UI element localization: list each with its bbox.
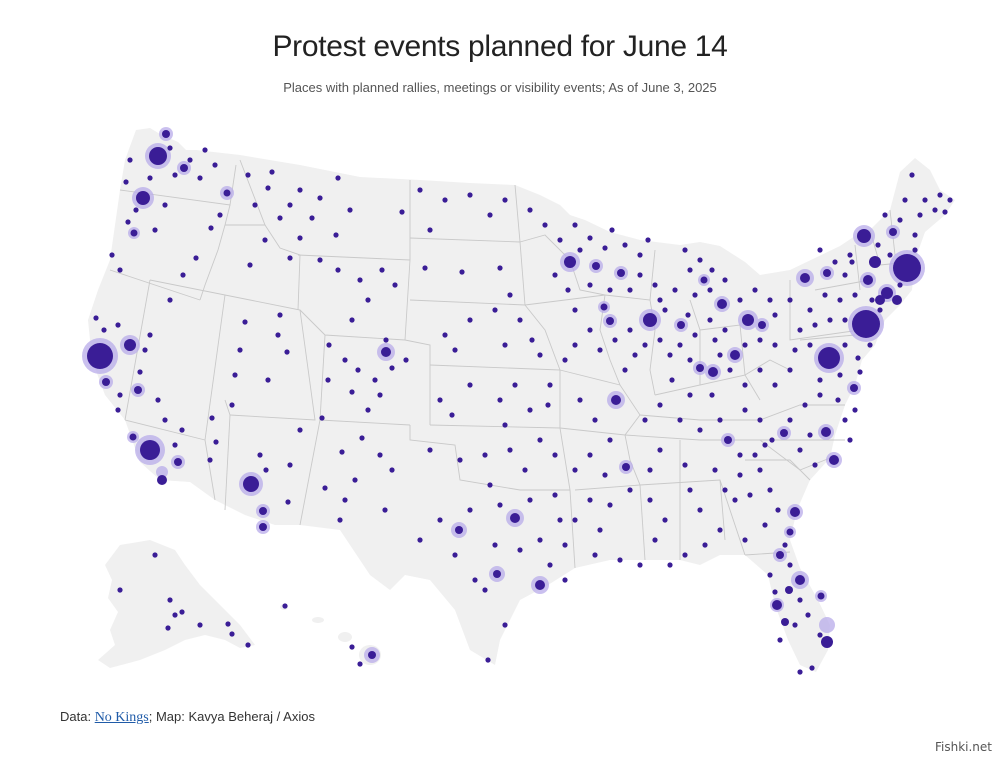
state-borders [109,159,911,569]
land-shapes [88,128,955,672]
credits-map-text: ; Map: Kavya Beheraj / Axios [148,709,315,724]
credits-data-prefix: Data: [60,709,95,724]
source-link[interactable]: No Kings [94,710,149,725]
hawaii-island-2 [312,617,324,623]
event-markers [82,127,953,675]
watermark: Fishki.net [934,740,992,754]
event-dots-large [87,130,921,659]
event-dots-small [93,145,953,675]
map-title: Protest events planned for June 14 [272,30,728,63]
map-subtitle: Places with planned rallies, meetings or… [283,80,717,95]
hawaii-island-3 [338,632,352,642]
alaska-shape [98,540,255,668]
map-credits: Data: No Kings; Map: Kavya Beheraj / Axi… [60,709,315,726]
contiguous-us-shape [88,128,955,672]
